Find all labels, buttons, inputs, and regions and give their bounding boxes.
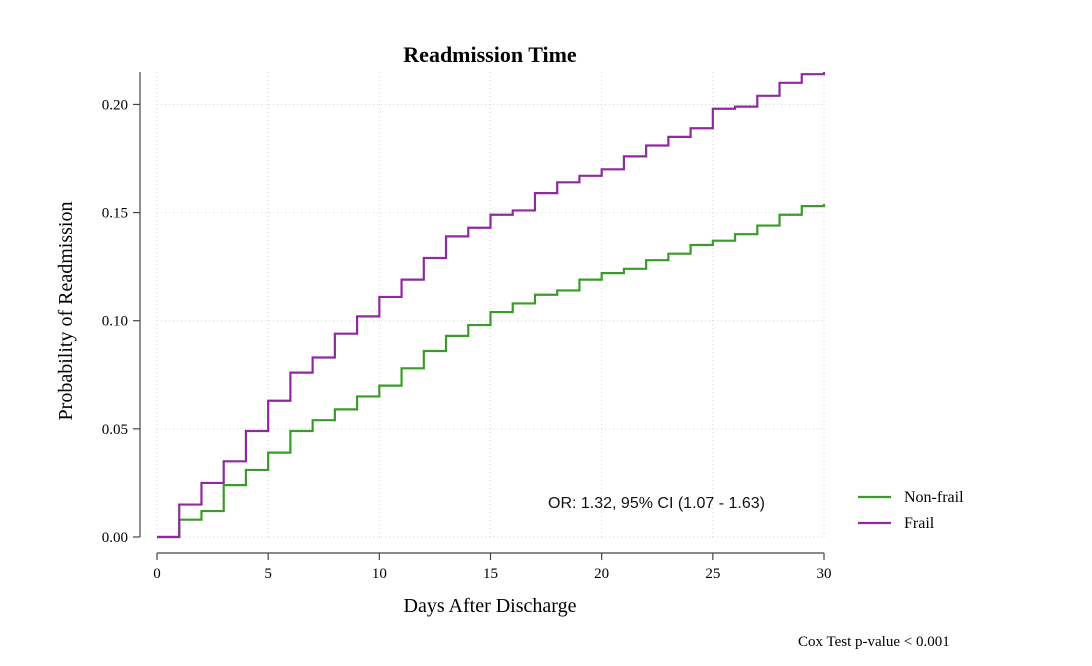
x-tick-label: 10 — [372, 566, 387, 582]
y-tick-label: 0.20 — [102, 97, 128, 113]
x-tick-label: 15 — [483, 566, 498, 582]
y-axis-ticks: 0.00 0.05 0.10 0.15 0.20 — [102, 97, 140, 546]
y-axis-label: Probability of Readmission — [55, 202, 77, 421]
x-tick-label: 30 — [817, 566, 832, 582]
x-tick-label: 5 — [264, 566, 272, 582]
y-tick-label: 0.10 — [102, 314, 128, 330]
legend-label-non-frail: Non-frail — [904, 489, 964, 506]
grid — [156, 72, 825, 538]
chart-title: Readmission Time — [403, 42, 577, 67]
y-tick-label: 0.05 — [102, 422, 128, 438]
x-tick-label: 20 — [594, 566, 609, 582]
x-tick-label: 0 — [153, 566, 161, 582]
x-axis-ticks: 0 5 10 15 20 25 30 — [153, 553, 832, 582]
odds-ratio-annotation: OR: 1.32, 95% CI (1.07 - 1.63) — [548, 495, 765, 512]
x-tick-label: 25 — [705, 566, 720, 582]
x-axis-label: Days After Discharge — [404, 595, 577, 617]
cox-test-footnote: Cox Test p-value < 0.001 — [798, 634, 950, 650]
series-line-frail — [157, 72, 826, 539]
y-tick-label: 0.00 — [102, 530, 128, 546]
legend: Non-frail Frail — [858, 489, 964, 532]
legend-label-frail: Frail — [904, 515, 935, 532]
series-line-non-frail — [157, 203, 826, 539]
series-layer — [157, 72, 826, 539]
y-tick-label: 0.15 — [102, 206, 128, 222]
